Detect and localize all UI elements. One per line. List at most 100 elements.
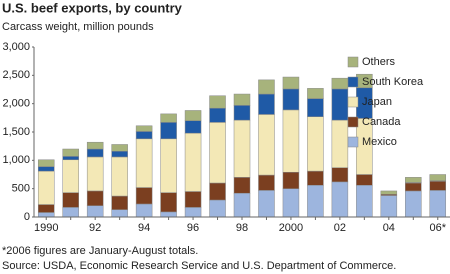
bar-segment xyxy=(37,212,55,218)
x-tick-label: 04 xyxy=(383,222,395,234)
bar-segment xyxy=(307,88,324,99)
bar-segment xyxy=(160,138,177,193)
legend-label: Japan xyxy=(362,96,392,108)
bar-segment xyxy=(282,76,300,90)
bar-segment xyxy=(282,88,300,111)
bar-segment xyxy=(86,141,104,150)
bar-segment xyxy=(37,159,55,167)
bar-segment xyxy=(62,207,79,218)
bar-segment xyxy=(135,138,153,188)
bar-segment xyxy=(233,119,251,178)
bar-segment xyxy=(331,119,349,168)
bar-segment xyxy=(233,177,251,194)
bar-segment xyxy=(184,120,202,134)
bar-segment xyxy=(307,116,324,172)
bar-segment xyxy=(429,174,447,181)
bar-segment xyxy=(380,195,398,218)
bar-segment xyxy=(86,205,104,218)
bar-segment xyxy=(135,125,153,132)
bar-segment xyxy=(184,207,202,218)
bar-segment xyxy=(135,203,153,218)
y-tick-label: 3,000 xyxy=(2,41,30,53)
bar-segment xyxy=(258,174,275,191)
bar-segment xyxy=(160,211,177,218)
x-tick-label: 92 xyxy=(89,222,101,234)
x-tick-label: 1990 xyxy=(34,222,58,234)
bar-segment xyxy=(160,192,177,213)
legend-label: Mexico xyxy=(362,136,397,148)
bar-segment xyxy=(405,190,422,218)
bar-segment xyxy=(160,113,177,123)
bar-segment xyxy=(111,151,128,158)
bar-segment xyxy=(233,93,251,106)
y-tick-label: 1,000 xyxy=(2,154,30,166)
legend-swatch xyxy=(347,56,359,68)
y-tick-label: 0 xyxy=(24,211,30,223)
bar-segment xyxy=(184,191,202,208)
bar-segment xyxy=(429,190,447,218)
footnote: *2006 figures are January-August totals. xyxy=(2,245,198,257)
bar-segment xyxy=(307,170,324,186)
bar-segment xyxy=(282,188,300,218)
y-tick-label: 2,500 xyxy=(2,69,30,81)
bar-segment xyxy=(356,174,373,186)
legend-swatch xyxy=(347,116,359,128)
x-tick-label: 02 xyxy=(334,222,346,234)
x-tick-label: 2000 xyxy=(279,222,303,234)
x-tick-label: 98 xyxy=(236,222,248,234)
bar-segment xyxy=(37,204,55,213)
bar-segment xyxy=(135,187,153,205)
bar-segment xyxy=(282,171,300,189)
y-tick-label: 500 xyxy=(12,183,30,195)
bar-segment xyxy=(135,131,153,140)
bar-segment xyxy=(331,181,349,218)
bar-segment xyxy=(111,144,128,152)
bar-segment xyxy=(233,192,251,218)
bar-segment xyxy=(160,122,177,140)
x-tick-label: 94 xyxy=(138,222,150,234)
bar-segment xyxy=(307,185,324,218)
bar-segment xyxy=(86,190,104,206)
bar-segment xyxy=(209,182,226,201)
legend-label: Canada xyxy=(362,116,401,128)
bar-segment xyxy=(37,170,55,205)
bar-segment xyxy=(331,88,349,121)
bar-segment xyxy=(62,148,79,157)
legend-label: Others xyxy=(362,56,396,68)
legend-label: South Korea xyxy=(362,76,424,88)
bar-segment xyxy=(62,156,79,161)
bar-segment xyxy=(405,177,422,183)
bar-segment xyxy=(209,122,226,184)
x-tick-label: 06* xyxy=(429,222,446,234)
bar-segment xyxy=(331,77,349,90)
bar-segment xyxy=(209,95,226,109)
bar-segment xyxy=(62,192,79,208)
bar-segment xyxy=(86,148,104,158)
bar-segment xyxy=(380,190,398,195)
bar-segment xyxy=(111,209,128,218)
bar-segment xyxy=(405,182,422,192)
bar-segment xyxy=(209,199,226,218)
bar-segment xyxy=(331,167,349,183)
chart-subtitle: Carcass weight, million pounds xyxy=(2,21,154,33)
legend-swatch xyxy=(347,76,359,88)
bar-segment xyxy=(209,107,226,123)
bar-segment xyxy=(307,98,324,117)
y-tick-label: 1,500 xyxy=(2,126,30,138)
bar-segment xyxy=(258,190,275,218)
legend-swatch xyxy=(347,96,359,108)
bar-segment xyxy=(86,156,104,192)
bar-segment xyxy=(282,109,300,173)
bar-segment xyxy=(62,159,79,193)
x-tick-label: 96 xyxy=(187,222,199,234)
source: Source: USDA, Economic Research Service … xyxy=(2,260,396,272)
bar-segment xyxy=(429,181,447,191)
bar-segment xyxy=(184,132,202,192)
chart-title: U.S. beef exports, by country xyxy=(2,0,183,15)
bar-segment xyxy=(258,79,275,95)
bar-segment xyxy=(233,105,251,121)
bar-segment xyxy=(37,166,55,172)
bar-segment xyxy=(258,93,275,115)
legend-swatch xyxy=(347,136,359,148)
bar-segment xyxy=(184,110,202,121)
